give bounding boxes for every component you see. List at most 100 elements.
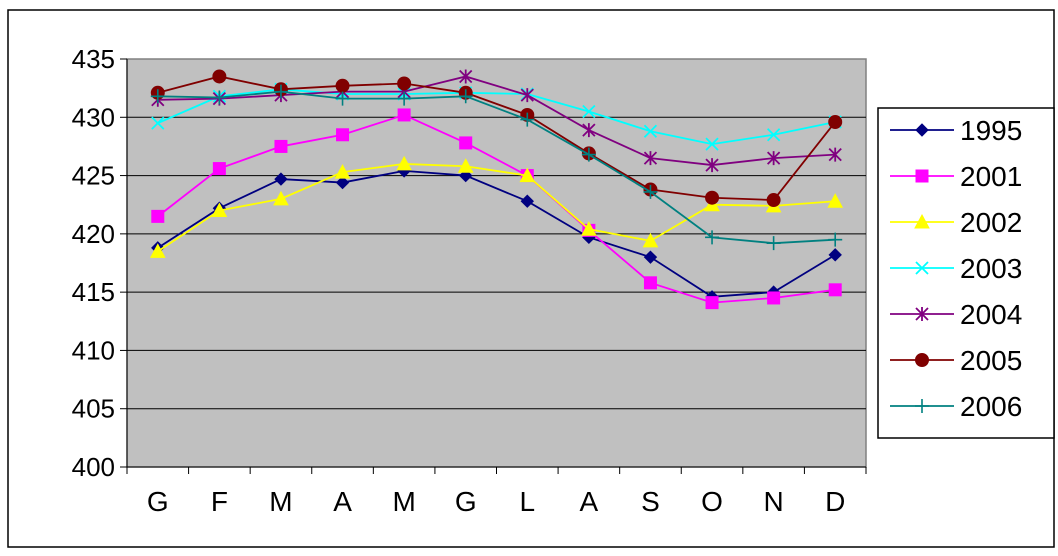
data-point: [335, 175, 350, 190]
data-point: [828, 147, 842, 162]
data-point: [519, 167, 536, 183]
x-tick-label: A: [580, 486, 599, 517]
series-line: [157, 88, 836, 146]
data-point: [766, 128, 781, 142]
data-point: [151, 116, 165, 130]
data-point: [520, 112, 535, 127]
legend-entry-2003: 2003: [890, 253, 1022, 284]
legend-label: 2006: [960, 391, 1022, 422]
data-point: [334, 164, 351, 179]
data-point: [828, 232, 843, 247]
data-point: [766, 236, 781, 251]
y-tick-label: 405: [72, 394, 115, 424]
data-point: [335, 91, 350, 106]
data-point: [582, 104, 596, 119]
series-1995: [151, 164, 842, 304]
legend-marker: [915, 307, 929, 321]
data-point: [396, 155, 412, 171]
y-tick-label: 410: [72, 335, 115, 365]
y-tick-label: 420: [72, 219, 115, 249]
legend-entry-2004: 2004: [890, 299, 1022, 330]
legend-entry-2002: 2002: [890, 207, 1022, 238]
series-line: [157, 90, 836, 245]
data-point: [705, 190, 720, 205]
legend-entry-2001: 2001: [890, 161, 1022, 192]
x-tick-label: O: [701, 486, 723, 517]
legend-label: 2002: [960, 207, 1022, 238]
series-line: [157, 170, 836, 298]
x-tick-label: G: [147, 486, 169, 517]
data-point: [581, 221, 597, 236]
data-point: [273, 190, 289, 206]
series-line: [157, 75, 836, 201]
data-point: [212, 69, 227, 84]
legend-label: 2004: [960, 299, 1022, 330]
data-point: [457, 158, 474, 173]
data-point: [643, 151, 658, 166]
x-tick-label: L: [520, 486, 536, 517]
legend-entry-2006: 2006: [890, 391, 1022, 422]
y-tick-label: 430: [72, 102, 115, 132]
data-point: [520, 194, 534, 208]
data-point: [827, 193, 844, 208]
x-tick-label: A: [333, 486, 352, 517]
legend-entry-1995: 1995: [890, 115, 1022, 146]
data-point: [766, 193, 781, 208]
data-point: [643, 124, 658, 138]
data-point: [828, 248, 842, 262]
series-line: [157, 75, 836, 166]
legend-marker: [914, 213, 930, 229]
x-tick-label: S: [641, 486, 660, 517]
data-point: [828, 283, 842, 297]
gridlines: [127, 116, 866, 410]
data-point: [642, 232, 659, 248]
data-point: [150, 89, 165, 104]
data-point: [335, 78, 350, 93]
legend-label: 2003: [960, 253, 1022, 284]
data-point: [459, 69, 473, 84]
data-point: [767, 291, 781, 305]
legend-label: 2001: [960, 161, 1022, 192]
y-tick-label: 400: [72, 452, 115, 482]
x-tick-label: G: [455, 486, 477, 517]
x-tick-label: D: [825, 486, 845, 517]
data-point: [458, 89, 473, 104]
legend-label: 2005: [960, 345, 1022, 376]
plot-area: [126, 58, 867, 468]
y-tick-label: 435: [72, 44, 115, 74]
data-point: [459, 136, 473, 150]
legend-marker: [915, 353, 929, 367]
data-point: [582, 123, 596, 138]
data-point: [766, 151, 781, 166]
x-tick-label: F: [211, 486, 228, 517]
data-point: [211, 202, 228, 218]
legend-entry-2005: 2005: [890, 345, 1022, 376]
series-line: [157, 163, 836, 253]
data-point: [274, 172, 288, 186]
series-group: [149, 69, 844, 310]
data-point: [643, 250, 658, 264]
data-point: [828, 114, 843, 129]
series-line: [157, 113, 836, 304]
legend-box: [877, 107, 1055, 439]
data-point: [151, 209, 165, 223]
legend: 1995 2001 2002 2003 2004 2005 2006: [877, 107, 1055, 439]
data-point: [581, 147, 596, 162]
series-2002: [149, 155, 844, 258]
data-point: [705, 230, 720, 245]
data-point: [212, 162, 226, 176]
data-point: [643, 276, 657, 290]
x-tick-label: N: [764, 486, 784, 517]
series-2006: [150, 84, 843, 251]
data-point: [274, 139, 288, 153]
legend-marker: [915, 399, 929, 413]
legend-marker: [915, 123, 929, 137]
data-point: [397, 76, 412, 91]
data-point: [705, 158, 719, 173]
data-point: [705, 296, 719, 310]
data-point: [520, 88, 534, 103]
y-tick-label: 415: [72, 277, 115, 307]
legend-marker: [915, 169, 929, 183]
